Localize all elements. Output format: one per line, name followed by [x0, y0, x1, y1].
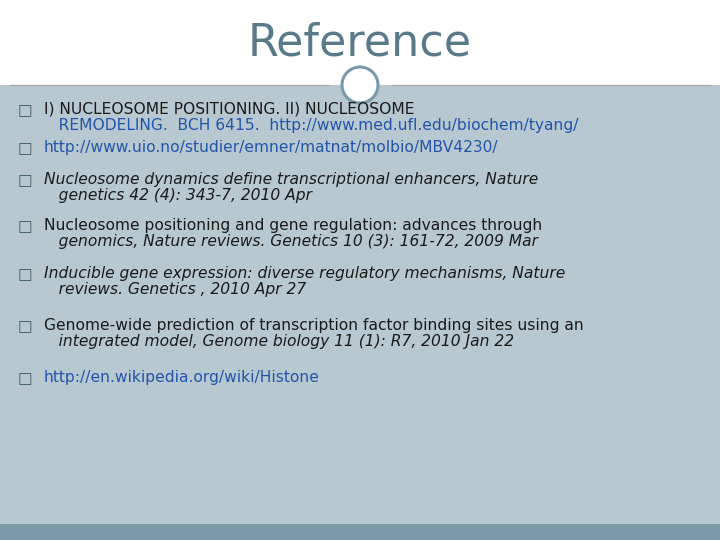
Text: □: □: [18, 172, 32, 187]
Text: Reference: Reference: [248, 22, 472, 64]
Text: I) NUCLEOSOME POSITIONING. II) NUCLEOSOME: I) NUCLEOSOME POSITIONING. II) NUCLEOSOM…: [44, 102, 415, 117]
Text: Genome-wide prediction of transcription factor binding sites using an: Genome-wide prediction of transcription …: [44, 318, 584, 333]
Text: □: □: [18, 140, 32, 155]
Text: Nucleosome dynamics define transcriptional enhancers, Nature: Nucleosome dynamics define transcription…: [44, 172, 539, 187]
Text: □: □: [18, 370, 32, 385]
Text: □: □: [18, 102, 32, 117]
FancyBboxPatch shape: [0, 0, 720, 85]
Text: □: □: [18, 218, 32, 233]
Text: http://www.uio.no/studier/emner/matnat/molbio/MBV4230/: http://www.uio.no/studier/emner/matnat/m…: [44, 140, 499, 155]
Text: genetics 42 (4): 343-7, 2010 Apr: genetics 42 (4): 343-7, 2010 Apr: [44, 188, 312, 203]
Text: REMODELING.  BCH 6415.  http://www.med.ufl.edu/biochem/tyang/: REMODELING. BCH 6415. http://www.med.ufl…: [44, 118, 578, 133]
Text: genomics, Nature reviews. Genetics 10 (3): 161-72, 2009 Mar: genomics, Nature reviews. Genetics 10 (3…: [44, 234, 538, 249]
Text: Inducible gene expression: diverse regulatory mechanisms, Nature: Inducible gene expression: diverse regul…: [44, 266, 565, 281]
Text: integrated model, Genome biology 11 (1): R7, 2010 Jan 22: integrated model, Genome biology 11 (1):…: [44, 334, 514, 349]
FancyBboxPatch shape: [0, 524, 720, 540]
Text: reviews. Genetics , 2010 Apr 27: reviews. Genetics , 2010 Apr 27: [44, 282, 306, 297]
Text: □: □: [18, 266, 32, 281]
Text: http://en.wikipedia.org/wiki/Histone: http://en.wikipedia.org/wiki/Histone: [44, 370, 320, 385]
Circle shape: [342, 67, 378, 103]
Text: Nucleosome positioning and gene regulation: advances through: Nucleosome positioning and gene regulati…: [44, 218, 542, 233]
Text: □: □: [18, 318, 32, 333]
